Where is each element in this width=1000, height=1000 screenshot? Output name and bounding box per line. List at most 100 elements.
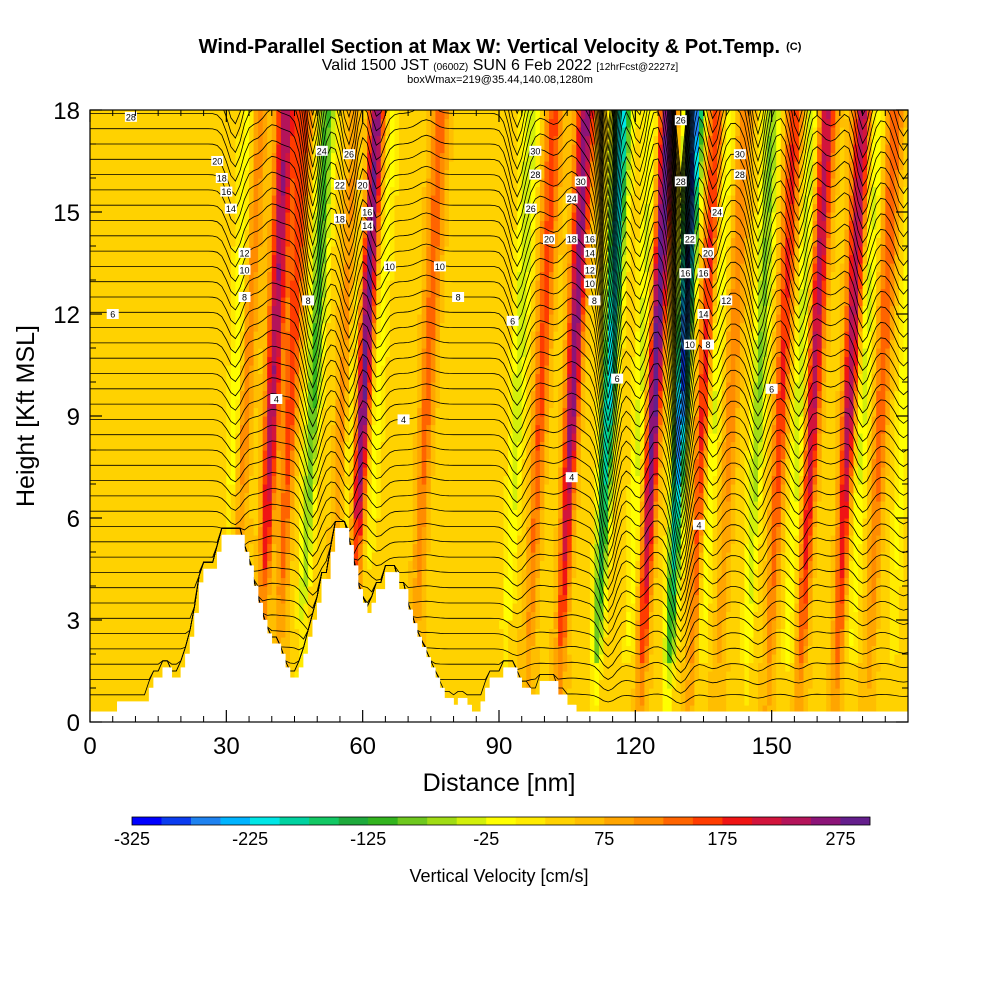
utc-time: (0600Z)	[433, 62, 469, 73]
colorbar-swatch	[810, 817, 841, 825]
contour-label: 4	[692, 519, 705, 530]
valid-date: SUN 6 Feb 2022	[472, 57, 592, 74]
contour-label-text: 24	[317, 146, 327, 156]
contour-label-text: 16	[698, 269, 708, 279]
contour-label-text: 14	[585, 248, 595, 258]
contour-label: 14	[697, 309, 710, 320]
x-tick-label: 120	[615, 733, 655, 760]
contour-label: 28	[733, 169, 746, 180]
contour-label: 4	[565, 472, 578, 483]
contour-label-text: 10	[585, 279, 595, 289]
x-tick-label: 60	[349, 733, 376, 760]
x-tick-label: 90	[486, 733, 513, 760]
contour-label: 8	[452, 292, 465, 303]
contour-label: 10	[238, 264, 251, 275]
contour-label: 4	[270, 394, 283, 405]
colorbar-swatch	[191, 817, 221, 825]
colorbar-swatch	[368, 817, 398, 825]
contour-label-text: 12	[240, 248, 250, 258]
contour-label-text: 26	[676, 116, 686, 126]
contour-label-text: 16	[362, 208, 372, 218]
colorbar-swatch	[220, 817, 251, 825]
y-tick-label: 12	[53, 302, 80, 329]
contour-label-text: 20	[212, 157, 222, 167]
contour-label-text: 14	[226, 204, 236, 214]
contour-label-text: 12	[721, 296, 731, 306]
contour-label: 12	[238, 247, 251, 258]
contour-label-text: 16	[680, 269, 690, 279]
contour-label: 14	[224, 203, 237, 214]
contour-label: 26	[524, 203, 537, 214]
x-tick-label: 0	[83, 733, 96, 760]
contour-label-text: 20	[703, 248, 713, 258]
contour-label-text: 14	[362, 221, 372, 231]
contour-label: 24	[315, 145, 328, 156]
contour-label-text: 8	[242, 293, 247, 303]
contour-label: 8	[238, 292, 251, 303]
contour-label: 22	[333, 179, 346, 190]
y-axis-label: Height [Kft MSL]	[12, 325, 40, 507]
contour-label-text: 10	[685, 340, 695, 350]
colorbar-swatch	[486, 817, 517, 825]
colorbar-swatch	[692, 817, 723, 825]
colorbar-swatch	[751, 817, 782, 825]
y-tick-label: 9	[67, 404, 80, 431]
contour-label: 30	[529, 145, 542, 156]
colorbar-swatch	[574, 817, 605, 825]
contour-label-text: 24	[567, 194, 577, 204]
y-tick-label: 3	[67, 608, 80, 635]
contour-label-text: 6	[110, 310, 115, 320]
y-tick-label: 0	[67, 710, 80, 737]
colorbar-tick-label: -325	[114, 829, 150, 849]
colorbar-swatch	[604, 817, 635, 825]
contour-label-text: 28	[735, 170, 745, 180]
chart-title-block: Wind-Parallel Section at Max W: Vertical…	[0, 36, 1000, 86]
contour-label: 16	[583, 234, 596, 245]
contour-label-text: 18	[567, 235, 577, 245]
colorbar-swatch	[663, 817, 694, 825]
colorbar-tick-label: 75	[594, 829, 614, 849]
contour-label: 16	[220, 186, 233, 197]
contour-label: 18	[333, 213, 346, 224]
contour-label-text: 6	[615, 374, 620, 384]
contour-label: 20	[356, 179, 369, 190]
potential-temperature-contours	[90, 110, 908, 705]
contour-label-text: 20	[544, 235, 554, 245]
colorbar-swatch	[397, 817, 428, 825]
copyright-mark: (C)	[786, 41, 802, 53]
contour-label: 6	[106, 309, 119, 320]
colorbar-swatch	[250, 817, 280, 825]
contour-label: 16	[679, 268, 692, 279]
contour-label-text: 20	[358, 180, 368, 190]
contour-label-text: 6	[510, 316, 515, 326]
contour-label: 12	[720, 295, 733, 306]
contour-label-text: 4	[696, 520, 701, 530]
axes: 0 30 60 90 120 150 0 3 6 9 12 15 18	[53, 98, 908, 760]
contour-label-text: 10	[385, 262, 395, 272]
box-wmax-info: boxWmax=219@35.44,140.08,1280m	[407, 74, 593, 86]
colorbar-swatch	[722, 817, 753, 825]
chart-title: Wind-Parallel Section at Max W: Vertical…	[0, 36, 1000, 58]
contour-label: 28	[674, 176, 687, 187]
contour-label: 6	[611, 373, 624, 384]
contour-label: 6	[506, 315, 519, 326]
contour-labels: 28 20 18 16 14 12 10 8 6 24 26 22 20 18 16 14 10 10 8 8 6 30 2…	[106, 111, 778, 530]
contour-label: 30	[574, 176, 587, 187]
valid-time: Valid 1500 JST	[321, 57, 429, 74]
colorbar-swatch	[456, 817, 487, 825]
contour-label-text: 4	[569, 473, 574, 483]
contour-label: 30	[733, 149, 746, 160]
contour-label: 22	[683, 234, 696, 245]
contour-label-text: 16	[585, 235, 595, 245]
contour-label-text: 4	[274, 395, 279, 405]
x-axis-label: Distance [nm]	[423, 769, 576, 797]
colorbar-swatch	[515, 817, 546, 825]
contour-label-text: 10	[240, 265, 250, 275]
contour-label: 12	[583, 264, 596, 275]
contour-label: 20	[702, 247, 715, 258]
contour-label-text: 14	[698, 310, 708, 320]
contour-label-text: 28	[676, 177, 686, 187]
contour-label: 28	[124, 111, 137, 122]
contour-label: 10	[683, 339, 696, 350]
terrain-area	[89, 527, 909, 723]
